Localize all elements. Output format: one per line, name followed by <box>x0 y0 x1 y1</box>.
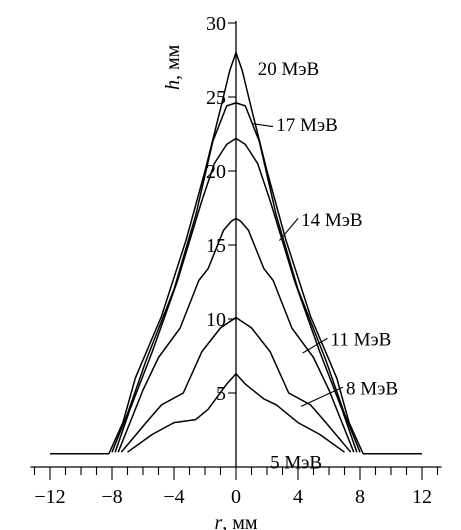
series-label-3: 11 МэВ <box>331 330 392 351</box>
y-tick-label: 15 <box>206 235 226 257</box>
series-labels: 20 МэВ 17 МэВ 14 МэВ 11 МэВ 8 МэВ 5 МэВ <box>258 59 398 474</box>
x-axis-title: r, мм <box>214 512 257 530</box>
series-label-5: 5 МэВ <box>270 452 322 473</box>
series-label-1: 17 МэВ <box>276 115 337 136</box>
y-axis-ticks: 5 10 15 20 25 30 <box>206 13 236 405</box>
y-tick-label: 10 <box>206 309 226 331</box>
x-tick-label: −8 <box>101 486 122 508</box>
y-tick-label: 30 <box>206 13 226 35</box>
label-leader-2 <box>278 218 299 241</box>
x-tick-label: −12 <box>34 486 65 508</box>
label-leader-4 <box>300 386 344 407</box>
x-tick-label: −4 <box>163 486 184 508</box>
y-axis-title: h, мм <box>162 44 184 90</box>
y-tick-label: 25 <box>206 87 226 109</box>
x-axis-variable: r <box>214 512 222 530</box>
y-axis-variable: h <box>162 80 184 90</box>
label-leader-1 <box>251 123 274 128</box>
x-tick-label: 8 <box>355 486 365 508</box>
series-label-4: 8 МэВ <box>346 378 398 399</box>
label-leader-3 <box>302 337 328 354</box>
x-tick-label: 0 <box>231 486 241 508</box>
x-tick-label: 4 <box>293 486 303 508</box>
y-tick-label: 5 <box>216 383 226 405</box>
y-tick-label: 20 <box>206 161 226 183</box>
x-axis-ticks: −12 −8 −4 0 4 8 12 <box>33 467 439 508</box>
y-axis-unit: , мм <box>162 44 184 80</box>
axes: −12 −8 −4 0 4 8 12 5 10 15 20 25 30 <box>30 13 442 508</box>
series-label-2: 14 МэВ <box>301 210 362 231</box>
x-axis-unit: , мм <box>222 512 258 530</box>
label-leader-lines <box>251 123 344 407</box>
series-label-0: 20 МэВ <box>258 59 319 80</box>
x-tick-label: 12 <box>412 486 432 508</box>
